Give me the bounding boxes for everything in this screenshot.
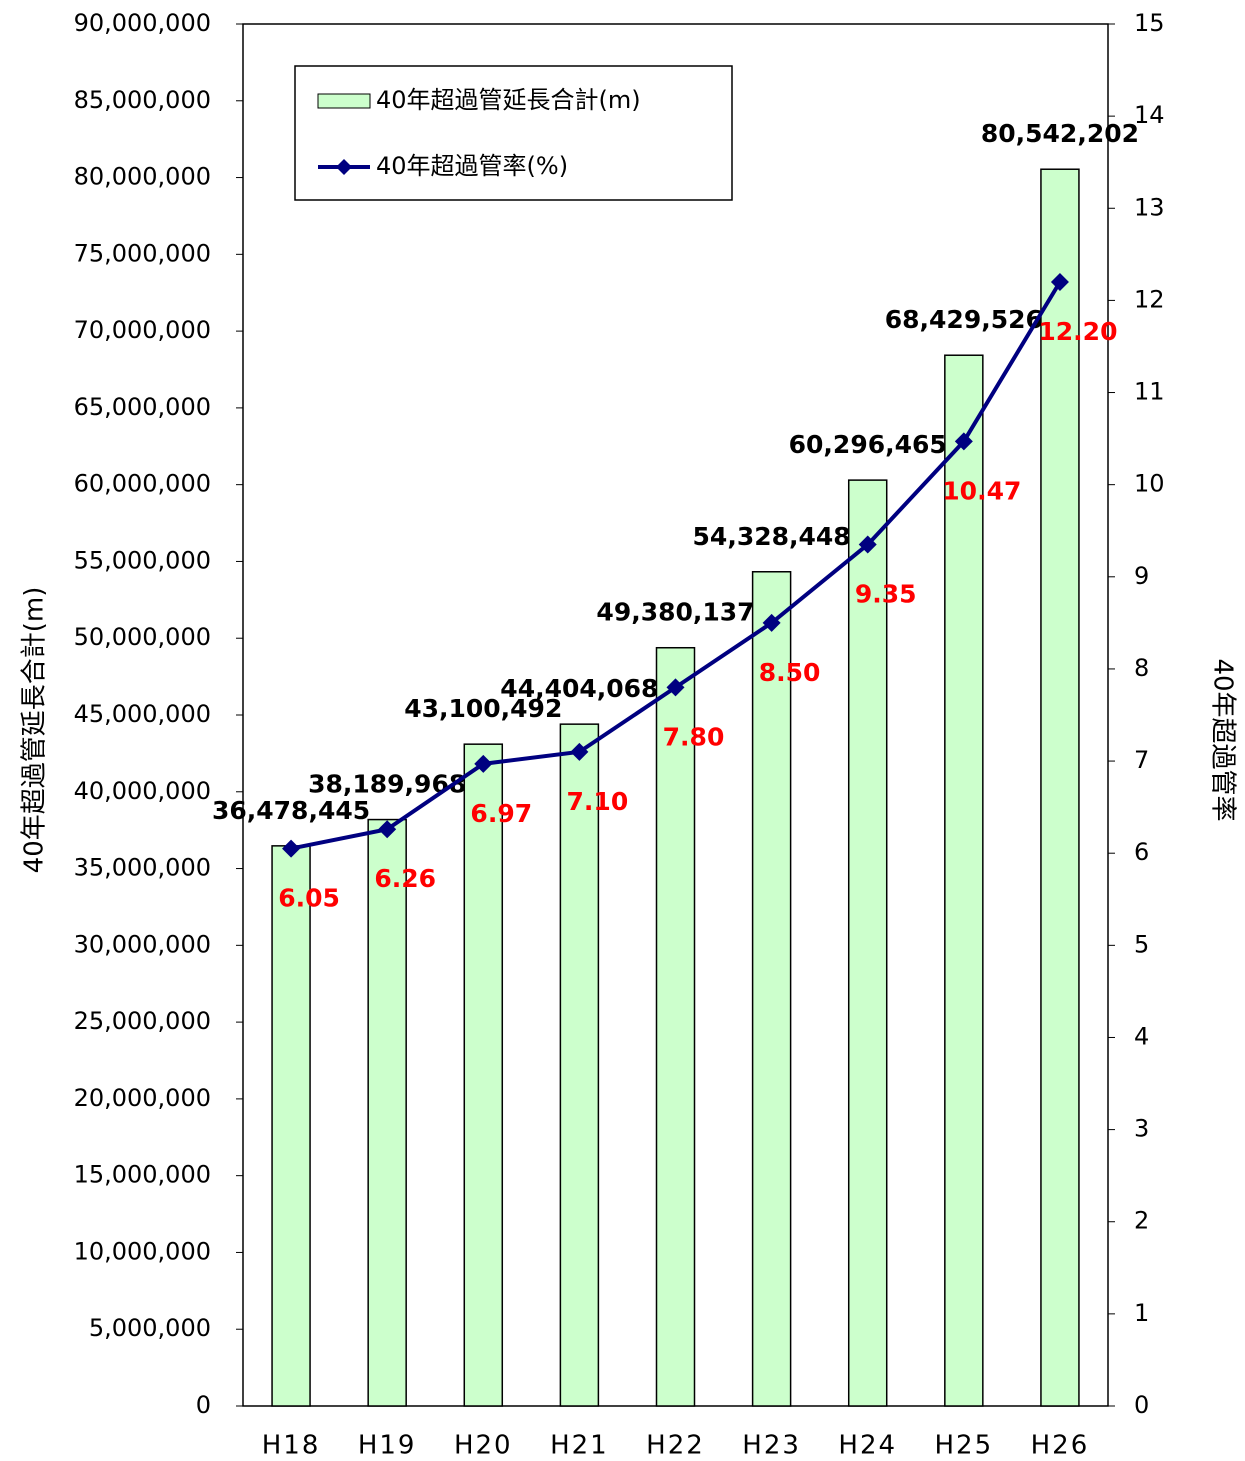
- line-value-label: 6.26: [374, 864, 436, 893]
- line-marker: [762, 613, 781, 632]
- y2-tick-label: 1: [1134, 1299, 1149, 1327]
- legend-label: 40年超過管延長合計(m): [376, 86, 641, 114]
- y2-axis-title: 40年超過管率: [1208, 658, 1238, 821]
- bar: [1040, 168, 1080, 1407]
- line-marker: [954, 432, 973, 451]
- legend-label: 40年超過管率(%): [376, 152, 568, 180]
- line-value-label: 12.20: [1038, 317, 1117, 346]
- line-marker: [378, 820, 397, 839]
- y-tick-label: 20,000,000: [74, 1084, 211, 1112]
- y2-tick-label: 9: [1134, 562, 1149, 590]
- y-tick-label: 45,000,000: [74, 700, 211, 728]
- y2-tick-label: 10: [1134, 470, 1165, 498]
- y-tick-label: 15,000,000: [74, 1161, 211, 1189]
- bar: [655, 646, 696, 1407]
- bar-value-label: 49,380,137: [596, 598, 754, 627]
- y-tick-label: 60,000,000: [74, 470, 211, 498]
- y2-tick-label: 7: [1134, 746, 1149, 774]
- y-axis-title: 40年超過管延長合計(m): [20, 587, 50, 874]
- x-tick-label: H25: [935, 1431, 994, 1461]
- x-tick-label: H21: [550, 1431, 609, 1461]
- y2-tick-label: 8: [1134, 654, 1149, 682]
- legend-box: [294, 65, 733, 201]
- bar-value-label: 43,100,492: [404, 694, 562, 723]
- bar: [751, 571, 792, 1407]
- x-tick-label: H18: [262, 1431, 321, 1461]
- x-tick-label: H26: [1031, 1431, 1090, 1461]
- line-value-label: 6.97: [470, 799, 532, 828]
- y2-tick-label: 15: [1134, 9, 1165, 37]
- y-tick-label: 10,000,000: [74, 1237, 211, 1265]
- y2-tick-label: 0: [1134, 1391, 1149, 1419]
- line-value-label: 10.47: [942, 476, 1021, 505]
- y2-tick-label: 14: [1134, 101, 1165, 129]
- bar-value-label: 54,328,448: [693, 522, 851, 551]
- y2-tick-label: 2: [1134, 1207, 1149, 1235]
- y2-tick-label: 13: [1134, 193, 1165, 221]
- x-tick-label: H23: [742, 1431, 801, 1461]
- line-value-label: 7.80: [663, 722, 725, 751]
- x-tick-label: H24: [838, 1431, 897, 1461]
- y2-tick-label: 3: [1134, 1115, 1149, 1143]
- y2-tick-label: 5: [1134, 930, 1149, 958]
- y2-tick-label: 6: [1134, 838, 1149, 866]
- y-tick-label: 90,000,000: [74, 9, 211, 37]
- line-value-label: 9.35: [855, 580, 917, 609]
- bar: [944, 354, 984, 1407]
- bar-value-label: 80,542,202: [981, 119, 1139, 148]
- y2-tick-label: 12: [1134, 285, 1165, 313]
- line-value-label: 7.10: [567, 787, 629, 816]
- y-tick-label: 40,000,000: [74, 777, 211, 805]
- line-marker: [474, 754, 493, 773]
- bar-value-label: 38,189,968: [308, 770, 466, 799]
- x-tick-label: H19: [358, 1431, 417, 1461]
- legend-marker: [336, 159, 352, 175]
- bar: [847, 479, 888, 1407]
- bar: [367, 818, 407, 1407]
- line-marker: [282, 839, 301, 858]
- y-tick-label: 65,000,000: [74, 393, 211, 421]
- y-tick-label: 75,000,000: [74, 239, 211, 267]
- line-marker: [666, 678, 685, 697]
- bar: [271, 845, 311, 1407]
- bar: [463, 743, 504, 1407]
- bar-value-label: 60,296,465: [789, 430, 947, 459]
- y-tick-label: 35,000,000: [74, 854, 211, 882]
- line-value-label: 8.50: [759, 658, 821, 687]
- y-tick-label: 30,000,000: [74, 930, 211, 958]
- y-tick-label: 70,000,000: [74, 316, 211, 344]
- bar-value-label: 44,404,068: [500, 674, 658, 703]
- line-marker: [858, 535, 877, 554]
- y-tick-label: 55,000,000: [74, 546, 211, 574]
- bar-value-label: 68,429,526: [885, 305, 1043, 334]
- y-tick-label: 50,000,000: [74, 623, 211, 651]
- y2-tick-label: 4: [1134, 1022, 1149, 1050]
- y-tick-label: 80,000,000: [74, 163, 211, 191]
- y-tick-label: 5,000,000: [89, 1314, 211, 1342]
- y-tick-label: 85,000,000: [74, 86, 211, 114]
- y2-tick-label: 11: [1134, 378, 1165, 406]
- line-marker: [570, 742, 589, 761]
- x-tick-label: H22: [646, 1431, 705, 1461]
- line-value-label: 6.05: [278, 884, 340, 913]
- line-marker: [1050, 272, 1069, 291]
- bar-value-label: 36,478,445: [212, 796, 370, 825]
- y-tick-label: 25,000,000: [74, 1007, 211, 1035]
- legend-swatch: [317, 93, 371, 109]
- y-tick-label: 0: [196, 1391, 211, 1419]
- bar: [559, 723, 600, 1407]
- x-tick-label: H20: [454, 1431, 513, 1461]
